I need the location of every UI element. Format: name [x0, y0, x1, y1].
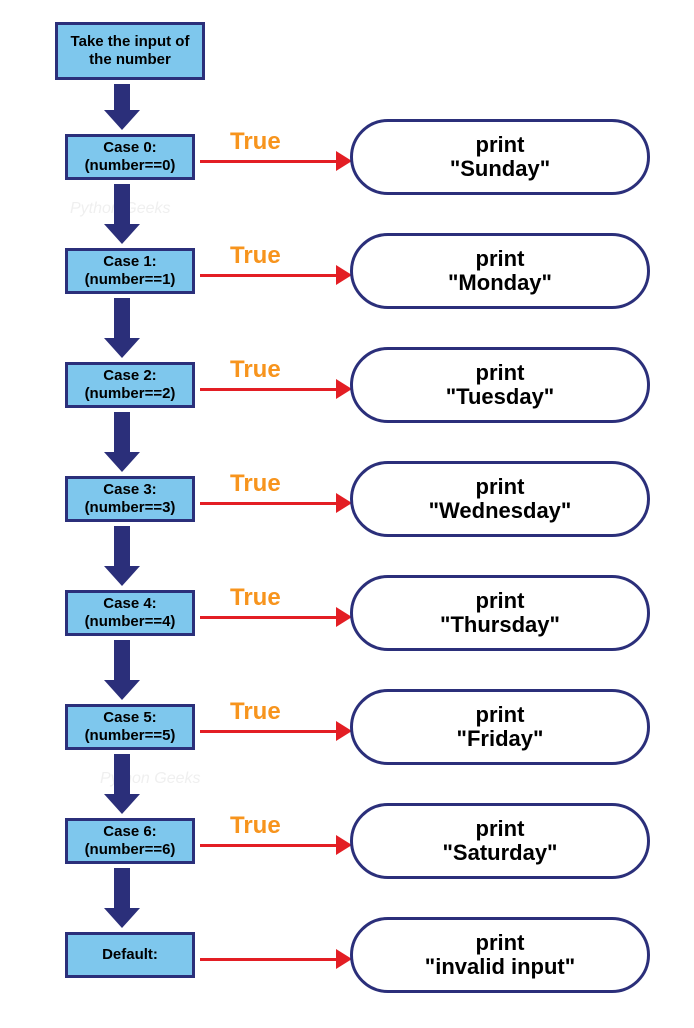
true-label-3: True [230, 470, 281, 498]
arrow-down-head [104, 794, 140, 814]
arrow-down-stem [114, 84, 130, 112]
arrow-down-stem [114, 640, 130, 682]
true-label-1: True [230, 242, 281, 270]
true-label-4: True [230, 584, 281, 612]
arrow-right-line [200, 844, 338, 847]
output-box-1: print "Monday" [350, 233, 650, 309]
output-box-3: print "Wednesday" [350, 461, 650, 537]
arrow-down-stem [114, 754, 130, 796]
arrow-down-head [104, 680, 140, 700]
arrow-down-stem [114, 184, 130, 226]
arrow-right-line [200, 160, 338, 163]
arrow-down-stem [114, 526, 130, 568]
output-box-6: print "Saturday" [350, 803, 650, 879]
arrow-down-stem [114, 868, 130, 910]
default-box: Default: [65, 932, 195, 978]
output-box-2: print "Tuesday" [350, 347, 650, 423]
case-box-5: Case 5: (number==5) [65, 704, 195, 750]
arrow-down-head [104, 338, 140, 358]
case-box-3: Case 3: (number==3) [65, 476, 195, 522]
case-box-4: Case 4: (number==4) [65, 590, 195, 636]
start-box: Take the input of the number [55, 22, 205, 80]
output-box-4: print "Thursday" [350, 575, 650, 651]
output-box-5: print "Friday" [350, 689, 650, 765]
arrow-right-line [200, 958, 338, 961]
arrow-down-head [104, 110, 140, 130]
true-label-0: True [230, 128, 281, 156]
true-label-2: True [230, 356, 281, 384]
true-label-5: True [230, 698, 281, 726]
arrow-right-line [200, 274, 338, 277]
output-box-0: print "Sunday" [350, 119, 650, 195]
arrow-right-line [200, 388, 338, 391]
output-box-default: print "invalid input" [350, 917, 650, 993]
case-box-2: Case 2: (number==2) [65, 362, 195, 408]
arrow-right-line [200, 730, 338, 733]
arrow-down-head [104, 566, 140, 586]
case-box-1: Case 1: (number==1) [65, 248, 195, 294]
case-box-6: Case 6: (number==6) [65, 818, 195, 864]
arrow-right-line [200, 502, 338, 505]
arrow-down-head [104, 908, 140, 928]
true-label-6: True [230, 812, 281, 840]
arrow-down-head [104, 452, 140, 472]
case-box-0: Case 0: (number==0) [65, 134, 195, 180]
arrow-down-head [104, 224, 140, 244]
arrow-down-stem [114, 298, 130, 340]
arrow-down-stem [114, 412, 130, 454]
arrow-right-line [200, 616, 338, 619]
